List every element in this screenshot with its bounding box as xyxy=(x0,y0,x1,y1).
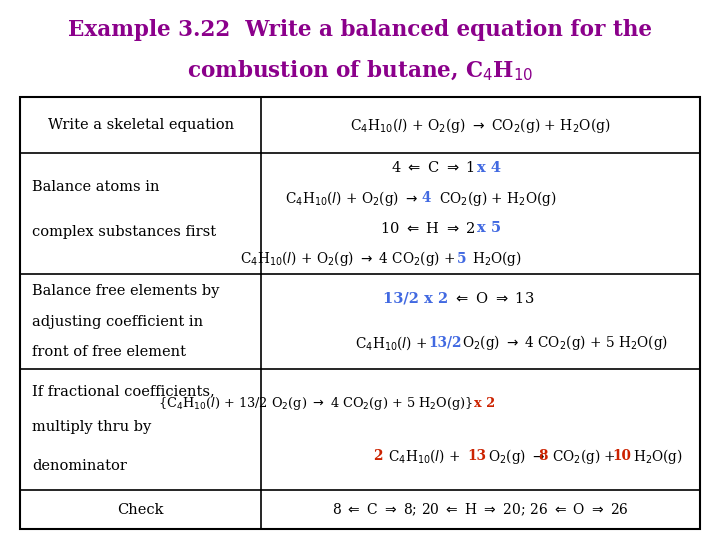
Text: H$_2$O(g): H$_2$O(g) xyxy=(634,447,683,466)
Text: Balance atoms in: Balance atoms in xyxy=(32,180,160,194)
Text: 4: 4 xyxy=(422,191,431,205)
Text: multiply thru by: multiply thru by xyxy=(32,421,152,434)
Text: x 2: x 2 xyxy=(474,397,495,410)
Text: 8: 8 xyxy=(539,449,548,463)
Text: $\Leftarrow$ O $\Rightarrow$ 13: $\Leftarrow$ O $\Rightarrow$ 13 xyxy=(453,291,534,306)
Text: 5: 5 xyxy=(456,252,466,266)
Text: 13: 13 xyxy=(467,449,486,463)
Text: C$_4$H$_{10}$($l$) + O$_2$(g) $\rightarrow$ CO$_2$(g) + H$_2$O(g): C$_4$H$_{10}$($l$) + O$_2$(g) $\rightarr… xyxy=(351,116,611,135)
Text: x 4: x 4 xyxy=(477,161,501,175)
Text: O$_2$(g) $\rightarrow$: O$_2$(g) $\rightarrow$ xyxy=(487,447,548,466)
Text: front of free element: front of free element xyxy=(32,345,186,359)
Text: 10: 10 xyxy=(613,449,631,463)
Text: O$_2$(g) $\rightarrow$ 4 CO$_2$(g) + 5 H$_2$O(g): O$_2$(g) $\rightarrow$ 4 CO$_2$(g) + 5 H… xyxy=(462,333,668,352)
Text: 13/2 x 2: 13/2 x 2 xyxy=(382,291,453,305)
Text: denominator: denominator xyxy=(32,459,127,473)
Text: 2: 2 xyxy=(373,449,382,463)
Text: x 5: x 5 xyxy=(477,221,501,235)
Text: Example 3.22  Write a balanced equation for the: Example 3.22 Write a balanced equation f… xyxy=(68,19,652,40)
Text: H$_2$O(g): H$_2$O(g) xyxy=(472,249,522,268)
Text: Balance free elements by: Balance free elements by xyxy=(32,285,220,299)
Text: 8 $\Leftarrow$ C $\Rightarrow$ 8; 20 $\Leftarrow$ H $\Rightarrow$ 20; 26 $\Lefta: 8 $\Leftarrow$ C $\Rightarrow$ 8; 20 $\L… xyxy=(333,502,629,518)
Text: C$_4$H$_{10}$($l$) +: C$_4$H$_{10}$($l$) + xyxy=(388,448,462,465)
Text: C$_4$H$_{10}$($l$) + O$_2$(g) $\rightarrow$ 4 CO$_2$(g) +: C$_4$H$_{10}$($l$) + O$_2$(g) $\rightarr… xyxy=(240,249,456,268)
Text: combustion of butane, C$_4$H$_{10}$: combustion of butane, C$_4$H$_{10}$ xyxy=(186,59,534,83)
Text: Write a skeletal equation: Write a skeletal equation xyxy=(48,118,234,132)
Text: C$_4$H$_{10}$($l$) +: C$_4$H$_{10}$($l$) + xyxy=(355,334,428,352)
Text: 13/2: 13/2 xyxy=(428,336,462,350)
Text: If fractional coefficients,: If fractional coefficients, xyxy=(32,384,215,398)
Text: 4 $\Leftarrow$ C $\Rightarrow$ 1: 4 $\Leftarrow$ C $\Rightarrow$ 1 xyxy=(391,160,477,176)
Text: CO$_2$(g) +: CO$_2$(g) + xyxy=(552,447,618,466)
Text: Check: Check xyxy=(117,503,164,517)
Text: adjusting coefficient in: adjusting coefficient in xyxy=(32,315,204,329)
Text: C$_4$H$_{10}$($l$) + O$_2$(g) $\rightarrow$: C$_4$H$_{10}$($l$) + O$_2$(g) $\rightarr… xyxy=(285,188,422,207)
Text: 10 $\Leftarrow$ H $\Rightarrow$ 2: 10 $\Leftarrow$ H $\Rightarrow$ 2 xyxy=(380,221,477,236)
Text: CO$_2$(g) + H$_2$O(g): CO$_2$(g) + H$_2$O(g) xyxy=(439,188,557,207)
Text: {C$_4$H$_{10}$($l$) + 13/2 O$_2$(g) $\rightarrow$ 4 CO$_2$(g) + 5 H$_2$O(g)}: {C$_4$H$_{10}$($l$) + 13/2 O$_2$(g) $\ri… xyxy=(158,395,474,411)
FancyBboxPatch shape xyxy=(20,97,700,529)
Text: complex substances first: complex substances first xyxy=(32,225,217,239)
